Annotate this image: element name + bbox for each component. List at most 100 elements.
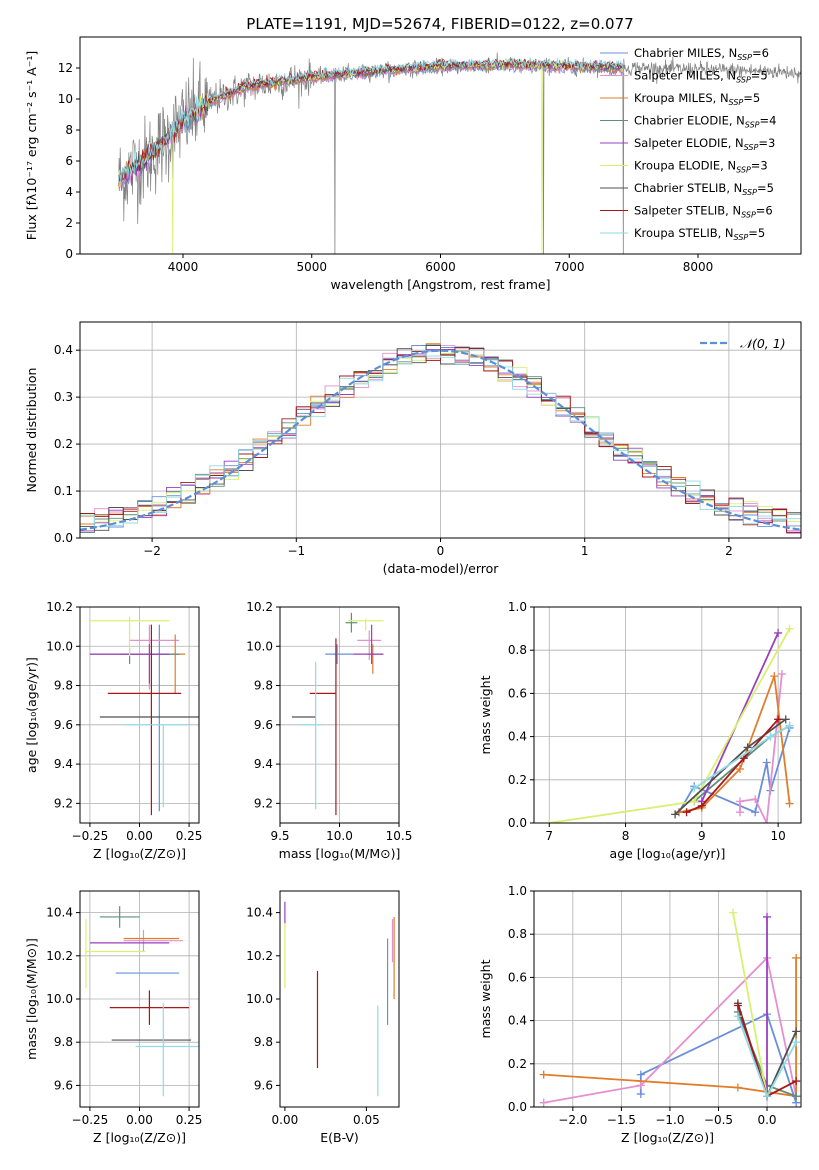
x-tick-label: −1.0	[655, 1113, 684, 1127]
weight-marker-salpeter_miles	[636, 1081, 645, 1090]
y-tick-label: 9.4	[54, 757, 73, 771]
model-line-kroupa_stelib	[118, 57, 624, 183]
legend-entry-chabrier_miles: Chabrier MILES, NSSP=6	[634, 46, 769, 62]
y-tick-label: 10	[58, 92, 73, 106]
y-tick-label: 0.3	[54, 390, 73, 404]
weight-line-kroupa_elodie	[732, 912, 768, 1097]
y-tick-label: 9.4	[254, 757, 273, 771]
y-tick-label: 0.2	[508, 773, 527, 787]
y-tick-label: 9.2	[254, 796, 273, 810]
y-tick-label: 9.6	[254, 718, 273, 732]
x-tick-label: 2	[725, 544, 733, 558]
x-tick-label: 4000	[168, 260, 199, 274]
x-tick-label: 10.0	[326, 829, 353, 843]
weight-marker-chabrier_stelib	[792, 1027, 801, 1036]
y-tick-label: 2	[65, 216, 73, 230]
x-tick-label: −2.0	[558, 1113, 587, 1127]
legend-entry-kroupa_miles: Kroupa MILES, NSSP=5	[634, 91, 760, 107]
weight-marker-salpeter_elodie	[774, 628, 783, 637]
x-tick-label: 0.25	[176, 829, 203, 843]
panel-residuals: −2 −1 0 1 2 0.0 0.1 0.2 0.3 0.4 (data-model)/error…	[24, 321, 802, 576]
plot-area	[534, 891, 801, 1107]
panel-age_vs_mass: 9.5 10.0 10.5 9.2 9.4 9.6 9.8 10.0 10.2 mass [log…	[246, 600, 412, 861]
y-axis-label: mass weight	[478, 959, 493, 1038]
panel-mass_weight_vs_Z: −2.0 −1.5 −1.0 −0.5 0.0 0.0 0.2 0.4 0.6 0.8 1.0 Z […	[478, 884, 802, 1145]
panel-mass_weight_vs_age: 7 8 9 10 0.0 0.2 0.4 0.6 0.8 1.0 age [log₁₀(age/yr…	[478, 600, 802, 861]
model-line-kroupa_elodie	[118, 58, 624, 254]
weight-marker-kroupa_miles	[785, 799, 794, 808]
y-tick-label: 0.8	[508, 643, 527, 657]
weight-marker-kroupa_stelib	[792, 1038, 801, 1047]
weight-marker-salpeter_stelib	[697, 801, 706, 810]
legend-entry-salpeter_elodie: Salpeter ELODIE, NSSP=3	[634, 136, 775, 152]
y-tick-label: 10.0	[46, 992, 73, 1006]
y-axis-label: mass [log₁₀(M/M⊙)]	[24, 938, 39, 1060]
x-tick-label: −0.25	[72, 1113, 109, 1127]
y-tick-label: 9.8	[54, 679, 73, 693]
legend-entry-normal: 𝒩(0, 1)	[740, 336, 786, 351]
weight-line-salpeter_miles	[543, 956, 797, 1104]
x-tick-label: 7	[545, 829, 553, 843]
x-axis-label: wavelength [Angstrom, rest frame]	[330, 277, 550, 292]
x-axis-label: mass [log₁₀(M/M⊙)]	[279, 846, 401, 861]
legend-entry-kroupa_stelib: Kroupa STELIB, NSSP=5	[634, 226, 765, 242]
legend-entry-chabrier_elodie: Chabrier ELODIE, NSSP=4	[634, 114, 776, 130]
axes-frame	[533, 890, 802, 1108]
plot-area	[280, 607, 399, 823]
x-tick-label: 9	[698, 829, 706, 843]
axes-frame	[279, 890, 400, 1108]
weight-marker-kroupa_stelib	[763, 1092, 772, 1101]
y-tick-label: 10.0	[246, 639, 273, 653]
y-tick-label: 10.2	[46, 949, 73, 963]
legend: 𝒩(0, 1)	[700, 336, 786, 351]
plot-area	[80, 607, 199, 823]
y-tick-label: 0.6	[508, 686, 527, 700]
weight-marker-kroupa_miles	[792, 953, 801, 962]
weight-marker-salpeter_miles	[777, 669, 786, 678]
panel-mass_vs_Z: −0.25 0.00 0.25 9.6 9.8 10.0 10.2 10.4 Z [log₁₀(…	[24, 890, 203, 1145]
legend-entry-salpeter_stelib: Salpeter STELIB, NSSP=6	[634, 204, 773, 220]
weight-marker-kroupa_elodie	[785, 624, 794, 633]
axes-frame	[533, 606, 802, 824]
plot-area	[80, 891, 199, 1107]
y-tick-label: 12	[58, 61, 73, 75]
weight-marker-chabrier_miles	[636, 1090, 645, 1099]
weight-marker-kroupa_miles	[733, 1083, 742, 1092]
x-tick-label: 0.25	[176, 1113, 203, 1127]
x-tick-label: 8000	[683, 260, 714, 274]
y-tick-label: 9.8	[254, 679, 273, 693]
weight-marker-kroupa_stelib	[690, 784, 699, 793]
legend-entry-salpeter_miles: Salpeter MILES, NSSP=5	[634, 69, 768, 85]
figure-title: PLATE=1191, MJD=52674, FIBERID=0122, z=0…	[246, 15, 633, 33]
panel-mass_vs_ebv: 0.00 0.05 9.6 9.8 10.0 10.2 10.4 E(B-V)	[246, 890, 400, 1145]
plot-area	[284, 901, 395, 1097]
weight-marker-chabrier_stelib	[671, 810, 680, 819]
weight-marker-chabrier_stelib	[781, 715, 790, 724]
weight-line-kroupa_elodie	[549, 628, 791, 823]
x-axis-label: Z [log₁₀(Z/Z⊙)]	[621, 1130, 714, 1145]
weight-marker-kroupa_miles	[770, 672, 779, 681]
x-tick-label: 5000	[296, 260, 327, 274]
x-axis-label: age [log₁₀(age/yr)]	[610, 846, 726, 861]
legend-entry-kroupa_elodie: Kroupa ELODIE, NSSP=3	[634, 159, 768, 175]
legend-entry-chabrier_stelib: Chabrier STELIB, NSSP=5	[634, 181, 774, 197]
x-axis-label: (data-model)/error	[383, 561, 500, 576]
histogram-kroupa_stelib	[80, 349, 801, 527]
x-tick-label: −0.25	[72, 829, 109, 843]
x-tick-label: −1	[287, 544, 305, 558]
y-tick-label: 0.2	[508, 1057, 527, 1071]
y-tick-label: 9.8	[254, 1035, 273, 1049]
legend: Chabrier MILES, NSSP=6 Salpeter MILES, NS…	[600, 46, 776, 242]
weight-marker-salpeter_miles	[762, 819, 771, 823]
weight-marker-salpeter_stelib	[733, 1001, 742, 1010]
y-tick-label: 9.6	[54, 1078, 73, 1092]
y-tick-label: 6	[65, 154, 73, 168]
y-tick-label: 0.2	[54, 437, 73, 451]
plot-area	[80, 322, 801, 538]
x-tick-label: 8	[622, 829, 630, 843]
histogram-salpeter_stelib	[80, 348, 801, 533]
weight-marker-chabrier_miles	[636, 1070, 645, 1079]
panel-age_vs_Z: −0.25 0.00 0.25 9.2 9.4 9.6 9.8 10.0 10.2 Z [log₁…	[24, 600, 202, 861]
plot-area	[118, 52, 801, 254]
weight-marker-chabrier_miles	[751, 808, 760, 817]
